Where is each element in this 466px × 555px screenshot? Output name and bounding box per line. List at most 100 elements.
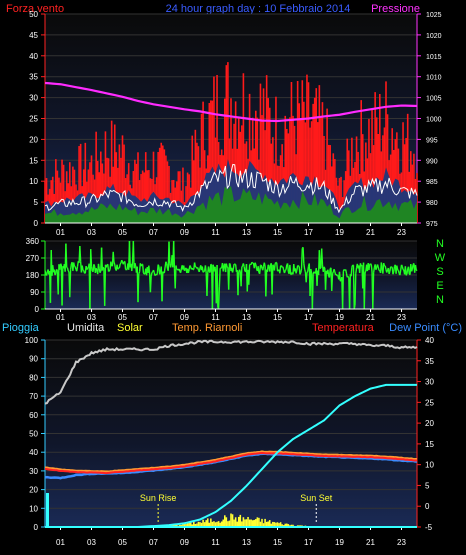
direction-segment <box>118 263 121 269</box>
direction-segment <box>124 261 127 270</box>
direction-segment <box>44 270 47 274</box>
direction-segment <box>320 248 324 265</box>
direction-segment <box>300 248 303 269</box>
direction-segment <box>306 271 309 273</box>
wind-left-label: Forza vento <box>6 3 64 15</box>
direction-segment <box>400 264 403 267</box>
direction-segment <box>352 265 355 310</box>
direction-segment <box>309 269 312 297</box>
umidita-line <box>44 339 418 405</box>
direction-segment <box>257 266 260 273</box>
pressure-line <box>44 81 418 123</box>
direction-segment <box>202 271 205 273</box>
wind-left-tick-label: 0 <box>34 219 39 228</box>
direction-segment <box>262 265 265 271</box>
direction-segment <box>263 262 266 267</box>
direction-segment <box>140 264 143 267</box>
direction-segment <box>114 264 117 270</box>
direction-x-tick-label: 03 <box>87 313 96 322</box>
direction-segment <box>331 271 334 274</box>
wind-left-tick-label: 50 <box>29 10 38 19</box>
wind-x-tick-label: 09 <box>180 228 189 237</box>
direction-segment <box>364 270 367 273</box>
temp-left-tick-label: 0 <box>34 523 39 532</box>
direction-segment <box>243 266 246 272</box>
temp-left-tick-label: 100 <box>25 336 39 345</box>
temp-right-tick-label: 35 <box>425 357 434 366</box>
direction-segment <box>348 274 352 310</box>
wind-left-tick-label: 35 <box>29 73 38 82</box>
direction-x-tick-label: 11 <box>211 313 220 322</box>
wind-right-tick-label: 975 <box>426 221 438 228</box>
direction-segment <box>142 272 145 275</box>
wind-right-tick-label: 1005 <box>426 96 442 103</box>
direction-segment <box>69 269 72 298</box>
direction-tick-label: 360 <box>26 237 40 246</box>
wind-x-tick-label: 07 <box>149 228 158 237</box>
legend-feel: Temp. Riarnoli <box>172 322 242 334</box>
direction-segment <box>354 273 357 306</box>
direction-segment <box>296 265 299 271</box>
wind-x-axis: 01 03 05 07 09 11 13 15 17 19 21 23 <box>45 222 417 237</box>
direction-segment <box>79 246 82 262</box>
temp-right-tick-label: 25 <box>425 398 434 407</box>
direction-segment <box>303 263 306 270</box>
wind-left-tick-label: 15 <box>29 156 38 165</box>
direction-segment <box>248 264 251 285</box>
direction-segment <box>155 273 159 276</box>
direction-segment <box>128 240 131 268</box>
direction-segment <box>347 276 350 278</box>
direction-segment <box>168 241 171 264</box>
direction-segment <box>241 265 244 268</box>
direction-segment <box>271 264 274 295</box>
direction-segment <box>203 270 206 273</box>
legend-rain: Pioggia <box>2 322 40 334</box>
graph-title: 24 hour graph day : 10 Febbraio 2014 <box>166 3 351 15</box>
temp-left-tick-label: 60 <box>29 411 38 420</box>
direction-segment <box>399 269 402 276</box>
temp-right-tick-label: 5 <box>425 481 430 490</box>
direction-segment <box>131 261 134 272</box>
direction-segment <box>107 264 110 272</box>
direction-segment <box>125 268 127 271</box>
direction-segment <box>60 263 62 265</box>
direction-segment <box>397 270 400 274</box>
direction-segment <box>272 264 275 267</box>
temp-left-tick-label: 30 <box>29 467 38 476</box>
direction-segment <box>303 268 307 273</box>
direction-segment <box>393 266 396 272</box>
direction-segment <box>289 264 292 275</box>
wind-x-tick-label: 11 <box>211 228 220 237</box>
temp-right-axis: -5 0 5 10 15 20 25 30 35 40 <box>416 336 434 532</box>
direction-segment <box>206 272 209 296</box>
wind-right-tick-label: 1015 <box>426 54 442 61</box>
legend-temperature: Temperatura <box>312 322 375 334</box>
wind-x-tick-label: 05 <box>118 228 127 237</box>
direction-segment <box>383 262 386 267</box>
direction-segment <box>193 262 197 268</box>
direction-segment <box>209 264 212 273</box>
temp-left-tick-label: 10 <box>29 504 38 513</box>
wind-left-tick-label: 20 <box>29 135 38 144</box>
temp-x-tick-label: 05 <box>118 538 127 547</box>
direction-x-tick-label: 19 <box>335 313 344 322</box>
direction-segment <box>386 269 389 273</box>
direction-segment <box>240 266 243 287</box>
temp-left-tick-label: 20 <box>29 486 38 495</box>
direction-segment <box>384 265 387 270</box>
temp-right-tick-label: 40 <box>425 336 434 345</box>
direction-x-tick-label: 05 <box>118 313 127 322</box>
direction-segment <box>331 273 334 291</box>
direction-segment <box>311 274 314 309</box>
direction-segment <box>328 268 331 278</box>
temp-x-axis: 01 03 05 07 09 11 13 15 17 19 21 23 <box>45 526 417 547</box>
legend-humidity: Umidita <box>67 322 105 334</box>
wind-low-area <box>45 185 417 223</box>
direction-segment <box>254 262 257 265</box>
direction-segment <box>211 264 214 310</box>
direction-segment <box>204 265 207 274</box>
direction-segment <box>225 263 228 268</box>
direction-segment <box>161 271 164 302</box>
direction-segment <box>105 264 108 268</box>
